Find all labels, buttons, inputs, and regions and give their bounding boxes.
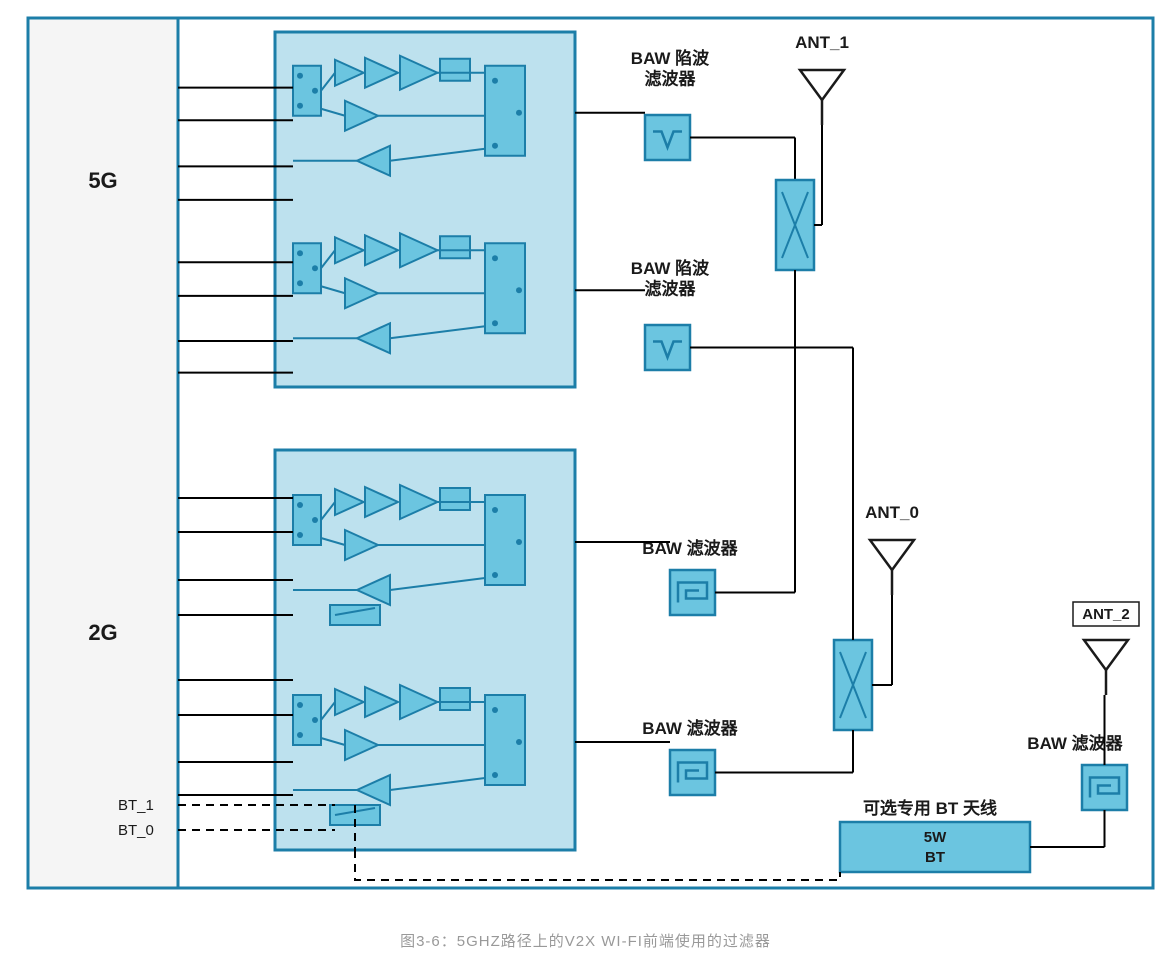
label-5g: 5G bbox=[88, 168, 117, 193]
label-baw-filter-2: BAW 滤波器 bbox=[642, 718, 738, 738]
label-baw-notch-1: BAW 陷波滤波器 bbox=[631, 48, 710, 88]
outer-frame bbox=[28, 18, 1153, 888]
figure-caption: 图3-6：5GHZ路径上的V2X WI-FI前端使用的过滤器 bbox=[0, 930, 1171, 951]
label-2g: 2G bbox=[88, 620, 117, 645]
label-ant1: ANT_1 bbox=[795, 33, 849, 52]
svg-text:BT: BT bbox=[925, 849, 945, 866]
label-bt-optional: 可选专用 BT 天线 bbox=[863, 798, 997, 818]
label-bt0: BT_0 bbox=[118, 822, 154, 839]
block-diagram: 5G 2G BAW 陷波滤波器 BAW 陷波滤波器 ANT_1 BAW 滤波器 BAW 滤波… bbox=[0, 0, 1171, 965]
label-baw-notch-2: BAW 陷波滤波器 bbox=[631, 258, 710, 298]
label-ant2: ANT_2 bbox=[1082, 606, 1130, 623]
label-ant0: ANT_0 bbox=[865, 503, 919, 522]
svg-text:5W: 5W bbox=[924, 829, 947, 846]
label-bt1: BT_1 bbox=[118, 797, 154, 814]
label-baw-filter-3: BAW 滤波器 bbox=[1027, 733, 1123, 753]
transceiver-block bbox=[28, 18, 178, 888]
